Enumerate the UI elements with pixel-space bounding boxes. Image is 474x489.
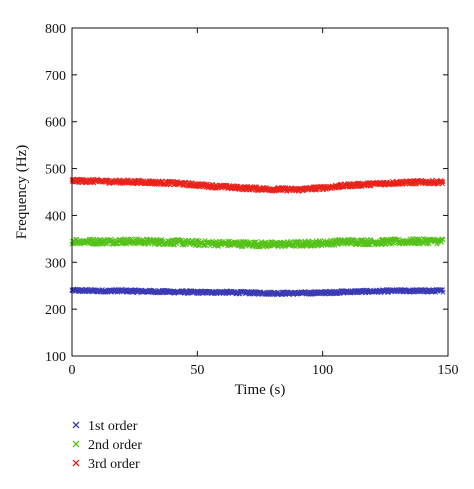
x-tick-label: 50 <box>190 363 204 378</box>
legend-label: 2nd order <box>88 438 142 453</box>
data-point <box>440 237 446 243</box>
legend-marker <box>72 421 80 429</box>
data-point <box>416 241 422 247</box>
y-tick-label: 800 <box>45 22 66 37</box>
series-2 <box>69 235 446 250</box>
y-tick-label: 100 <box>45 350 66 365</box>
x-axis-title: Time (s) <box>235 382 286 398</box>
legend: 1st order 2nd order 3rd order <box>72 419 142 472</box>
axis-ticks: 100 200 300 400 500 600 700 800 0 50 100 150 <box>45 22 459 378</box>
y-tick-label: 300 <box>45 256 66 271</box>
y-tick-label: 200 <box>45 303 66 318</box>
legend-marker <box>72 440 80 448</box>
series-3 <box>69 176 446 194</box>
data-point <box>440 179 446 185</box>
data-point <box>440 289 446 295</box>
plot-frame <box>71 27 449 357</box>
y-tick-label: 500 <box>45 163 66 178</box>
series-1 <box>69 286 446 298</box>
x-tick-label: 100 <box>312 363 333 378</box>
legend-marker <box>72 459 80 467</box>
legend-label: 3rd order <box>88 457 140 472</box>
y-tick-label: 700 <box>45 69 66 84</box>
y-tick-label: 600 <box>45 116 66 131</box>
legend-label: 1st order <box>88 419 138 434</box>
data-point <box>383 241 389 248</box>
y-tick-label: 400 <box>45 209 66 224</box>
y-axis-title: Frequency (Hz) <box>14 145 30 240</box>
x-tick-label: 150 <box>438 363 459 378</box>
data-layer <box>69 176 446 298</box>
x-tick-label: 0 <box>69 363 76 378</box>
